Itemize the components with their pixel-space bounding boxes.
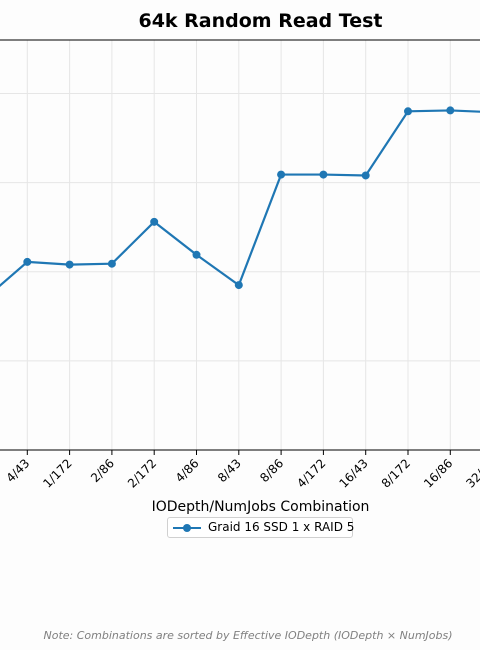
data-point [319,170,328,179]
x-tick-label: 2/86 [88,456,117,485]
grid-lines [0,40,480,450]
data-point [65,260,74,269]
x-tick-label: 32/43 [463,456,480,490]
footnote: Note: Combinations are sorted by Effecti… [43,629,453,642]
data-point [277,170,286,179]
x-tick-label: 1/172 [40,456,74,490]
x-tick-label: 8/43 [215,456,244,485]
data-point [150,217,159,226]
legend-marker [183,524,191,532]
data-point [361,171,370,180]
x-tick-label: 16/86 [421,456,455,490]
data-point [446,106,455,115]
series-line [0,106,480,290]
x-tick-label: 8/172 [379,456,413,490]
data-point [234,281,243,290]
x-tick-label: 8/86 [257,456,286,485]
legend: Graid 16 SSD 1 x RAID 5 [167,517,355,538]
x-tick-label: 2/172 [125,456,159,490]
x-tick-label: 16/43 [336,456,370,490]
data-point [23,257,32,266]
chart-title: 64k Random Read Test [138,10,383,32]
data-point [404,107,412,116]
x-ticks: 2/864/431/1722/862/1724/868/438/864/1721… [3,450,480,491]
x-tick-label: 4/43 [3,456,32,485]
x-tick-label: 4/86 [173,456,202,485]
x-axis-label: IODepth/NumJobs Combination [151,499,370,515]
x-tick-label: 4/172 [294,456,328,490]
data-point [192,250,201,259]
legend-label: Graid 16 SSD 1 x RAID 5 [208,520,355,534]
line-chart: 2/864/431/1722/862/1724/868/438/864/1721… [0,39,480,491]
data-point [107,259,116,268]
